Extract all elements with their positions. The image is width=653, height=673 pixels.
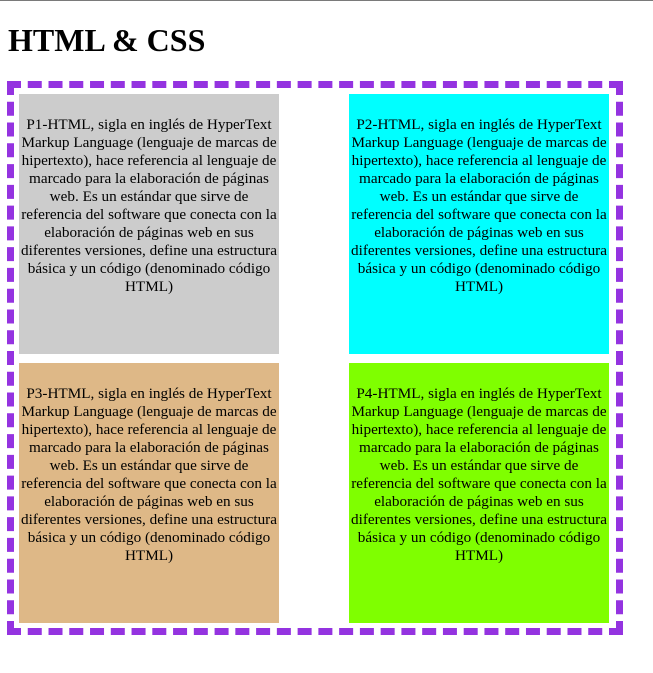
content-box-p1: P1-HTML, sigla en inglés de HyperText Ma… xyxy=(19,94,279,354)
content-box-p2-text: P2-HTML, sigla en inglés de HyperText Ma… xyxy=(351,116,607,295)
content-box-p3: P3-HTML, sigla en inglés de HyperText Ma… xyxy=(19,363,279,623)
content-box-p4: P4-HTML, sigla en inglés de HyperText Ma… xyxy=(349,363,609,623)
page-title: HTML & CSS xyxy=(8,22,206,58)
content-box-p2: P2-HTML, sigla en inglés de HyperText Ma… xyxy=(349,94,609,354)
content-box-p1-text: P1-HTML, sigla en inglés de HyperText Ma… xyxy=(21,116,277,295)
top-divider xyxy=(0,0,653,1)
content-box-p4-text: P4-HTML, sigla en inglés de HyperText Ma… xyxy=(351,385,607,564)
content-box-p3-text: P3-HTML, sigla en inglés de HyperText Ma… xyxy=(21,385,277,564)
